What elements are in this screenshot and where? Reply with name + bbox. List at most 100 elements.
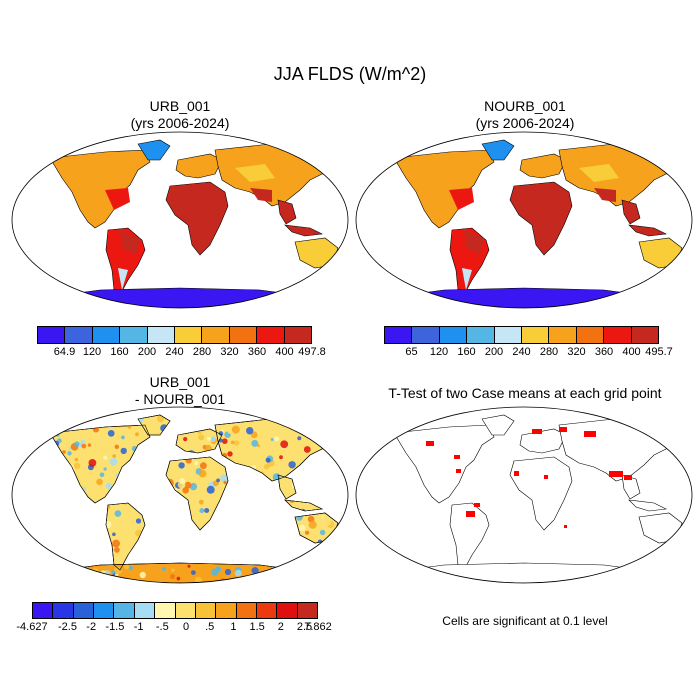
map-difference-anomaly-dot <box>325 429 329 433</box>
map-difference-anomaly-dot <box>167 443 175 451</box>
map-difference-anomaly-dot <box>79 514 84 518</box>
map-difference-anomaly-dot <box>310 555 317 563</box>
map-difference-anomaly-dot <box>295 513 303 521</box>
map-difference-anomaly-dot <box>324 473 333 482</box>
map-difference-anomaly-dot <box>303 446 311 453</box>
colorbar-urb-tick-label: 360 <box>247 346 267 358</box>
map-difference-anomaly-dot <box>184 540 190 546</box>
map-difference-anomaly-dot <box>227 451 233 457</box>
panel2-title-line2: (yrs 2006-2024) <box>475 115 575 131</box>
colorbar-difference-tick-label: -4.627 <box>16 621 48 633</box>
map-difference-anomaly-dot <box>62 450 66 454</box>
map-difference-anomaly-dot <box>193 553 199 560</box>
map-difference-anomaly-dot <box>223 480 227 485</box>
map-difference-anomaly-dot <box>35 418 43 426</box>
map-nourb-australia <box>638 237 683 269</box>
map-difference-anomaly-dot <box>270 438 274 441</box>
colorbar-urb-tick-label: 280 <box>192 346 212 358</box>
map-ttest-greenland <box>481 414 515 436</box>
map-urb-antarctica <box>39 287 321 308</box>
colorbar-difference-swatch <box>94 603 115 618</box>
map-difference-anomaly-dot <box>206 485 215 494</box>
map-difference-anomaly-dot <box>178 462 185 469</box>
map-difference-anomaly-dot <box>279 455 283 460</box>
map-difference-anomaly-dot <box>88 459 97 467</box>
map-difference-anomaly-dot <box>140 500 148 508</box>
map-difference-anomaly-dot <box>36 455 42 460</box>
map-difference-anomaly-dot <box>211 568 219 576</box>
map-difference-anomaly-dot <box>282 537 289 544</box>
map-difference-anomaly-dot <box>309 424 317 431</box>
panel1-title-line1: URB_001 <box>149 98 211 114</box>
map-difference-anomaly-dot <box>142 534 150 542</box>
map-nourb-indonesia <box>628 224 668 237</box>
map-difference-anomaly-dot <box>288 461 296 469</box>
map-difference-anomaly-dot <box>185 457 192 464</box>
map-difference-anomaly-dot <box>293 560 299 566</box>
map-difference-anomaly-dot <box>220 474 229 483</box>
map-difference-anomaly-dot <box>176 414 184 423</box>
map-difference-anomaly-dot <box>187 564 191 568</box>
map-nourb-greenland <box>481 139 515 161</box>
map-difference-anomaly-dot <box>311 423 316 428</box>
map-difference-anomaly-dot <box>298 524 306 532</box>
map-ttest-australia <box>638 512 683 544</box>
map-difference-anomaly-dot <box>297 436 302 441</box>
map-ttest-significant-cell <box>514 471 519 476</box>
map-ttest-significant-cell <box>426 441 434 446</box>
map-difference-anomaly-dot <box>272 473 281 482</box>
map-difference-anomaly-dot <box>315 560 324 569</box>
significance-note: Cells are significant at 0.1 level <box>442 614 608 628</box>
colorbar-nourb-swatch <box>576 327 605 343</box>
map-difference-anomaly-dot <box>76 510 82 516</box>
map-difference-anomaly-dot <box>107 430 115 437</box>
map-difference-anomaly-dot <box>279 543 285 548</box>
map-urb-patch-andes <box>118 268 128 290</box>
colorbar-nourb-swatch <box>494 327 523 343</box>
map-difference-anomaly-dot <box>322 546 327 551</box>
map-difference-anomaly-dot <box>304 546 310 552</box>
map-difference-anomaly-dot <box>291 509 296 513</box>
map-difference-anomaly-dot <box>168 518 176 527</box>
map-difference-anomaly-dot <box>38 470 44 476</box>
colorbar-difference-tick-label: -.5 <box>155 621 169 633</box>
map-difference-africa <box>165 456 229 531</box>
map-difference-anomaly-dot <box>191 570 196 575</box>
map-urb-patch-india <box>250 188 272 202</box>
map-difference-anomaly-dot <box>270 535 277 542</box>
map-difference-anomaly-dot <box>114 510 122 517</box>
map-difference-anomaly-dot <box>280 440 289 449</box>
map-difference-anomaly-dot <box>200 462 207 470</box>
map-difference-anomaly-dot <box>265 528 273 535</box>
map-difference-anomaly-dot <box>74 452 78 456</box>
colorbar-difference-swatch <box>175 603 196 618</box>
map-difference-anomaly-dot <box>325 469 329 473</box>
map-difference-anomaly-dot <box>83 486 87 491</box>
colorbar-urb-tick-label: 64.9 <box>53 346 76 358</box>
map-difference-anomaly-dot <box>325 489 333 497</box>
map-difference-anomaly-dot <box>211 532 216 536</box>
map-difference-anomaly-dot <box>236 533 242 539</box>
map-difference-anomaly-dot <box>284 511 291 519</box>
map-difference-anomaly-dot <box>251 439 259 447</box>
map-difference-anomaly-dot <box>40 506 47 514</box>
map-difference-anomaly-dot <box>252 494 260 502</box>
map-difference-anomaly-dot <box>96 478 103 486</box>
colorbar-difference-swatch <box>73 603 95 618</box>
map-difference-anomaly-dot <box>173 487 178 492</box>
map-difference-anomaly-dot <box>149 471 155 478</box>
map-nourb <box>354 130 694 315</box>
map-nourb-land-group <box>383 139 683 308</box>
map-difference-anomaly-dot <box>331 450 338 456</box>
map-difference-anomaly-dot <box>251 465 257 470</box>
map-ttest-significant-cell <box>564 525 567 528</box>
map-difference-anomaly-dot <box>231 425 240 434</box>
map-difference-anomaly-dot <box>309 481 315 487</box>
colorbar-nourb-tick-label: 120 <box>429 346 449 358</box>
map-difference-anomaly-dot <box>244 417 249 422</box>
map-difference-anomaly-dot <box>321 489 326 494</box>
map-difference-anomaly-dot <box>103 467 107 471</box>
map-difference-anomaly-dot <box>112 539 120 548</box>
colorbar-urb-labels: 64.9 120 160 200 240 280 320 360 400 497.8 <box>37 346 326 360</box>
map-ttest-frame <box>355 406 693 584</box>
